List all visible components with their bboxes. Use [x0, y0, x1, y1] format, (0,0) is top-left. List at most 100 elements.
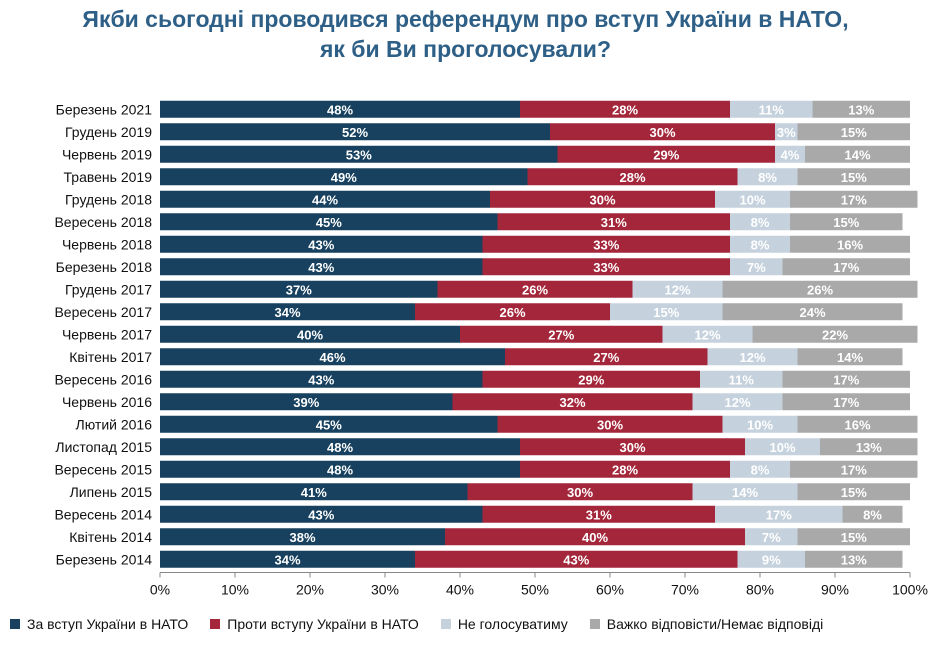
bar-hard-to-say — [797, 415, 918, 433]
data-label-hard-to-say: 13% — [841, 552, 867, 567]
bar-for — [160, 348, 505, 366]
bar-wont-vote — [745, 438, 820, 456]
bar-for — [160, 370, 483, 388]
bar-against — [482, 235, 730, 253]
data-label-hard-to-say: 15% — [841, 530, 867, 545]
data-label-for: 48% — [327, 440, 353, 455]
data-label-hard-to-say: 17% — [833, 372, 859, 387]
bar-hard-to-say — [820, 438, 918, 456]
bar-wont-vote — [730, 213, 790, 231]
bar-wont-vote — [775, 123, 798, 141]
data-label-hard-to-say: 15% — [841, 170, 867, 185]
bar-for — [160, 528, 445, 546]
x-tick-label: 0% — [150, 582, 170, 598]
bar-against — [550, 123, 775, 141]
bar-wont-vote — [775, 145, 805, 163]
category-label: Грудень 2019 — [65, 124, 152, 140]
category-label: Вересень 2015 — [54, 461, 152, 477]
bar-for — [160, 550, 415, 568]
bar-hard-to-say — [805, 550, 903, 568]
data-label-wont-vote: 8% — [751, 462, 770, 477]
bar-against — [557, 145, 775, 163]
data-label-against: 28% — [612, 462, 638, 477]
category-label: Квітень 2014 — [69, 529, 152, 545]
bar-hard-to-say — [797, 348, 903, 366]
x-tick-label: 90% — [821, 582, 849, 598]
x-tick-label: 30% — [371, 582, 399, 598]
bar-for — [160, 505, 483, 523]
bar-for — [160, 415, 498, 433]
data-label-hard-to-say: 16% — [837, 237, 863, 252]
x-tick-label: 100% — [892, 582, 928, 598]
data-label-wont-vote: 12% — [664, 282, 690, 297]
bar-wont-vote — [707, 348, 798, 366]
x-tick-label: 50% — [521, 582, 549, 598]
data-label-wont-vote: 10% — [747, 417, 773, 432]
bar-wont-vote — [692, 483, 798, 501]
data-label-wont-vote: 10% — [769, 440, 795, 455]
data-label-wont-vote: 15% — [653, 305, 679, 320]
data-label-wont-vote: 9% — [762, 552, 781, 567]
data-label-for: 39% — [293, 395, 319, 410]
data-label-for: 46% — [319, 350, 345, 365]
data-label-hard-to-say: 15% — [833, 215, 859, 230]
bar-for — [160, 100, 520, 118]
category-label: Квітень 2017 — [69, 349, 152, 365]
data-label-hard-to-say: 15% — [841, 125, 867, 140]
data-label-for: 43% — [308, 260, 334, 275]
bar-hard-to-say — [782, 393, 910, 411]
bar-for — [160, 145, 558, 163]
bar-wont-vote — [737, 550, 805, 568]
bar-against — [490, 190, 715, 208]
bar-against — [497, 213, 730, 231]
data-label-wont-vote: 8% — [758, 170, 777, 185]
data-label-hard-to-say: 26% — [807, 282, 833, 297]
bar-for — [160, 168, 528, 186]
bar-against — [520, 100, 730, 118]
category-label: Лютий 2016 — [76, 416, 153, 432]
bar-wont-vote — [730, 235, 790, 253]
bar-hard-to-say — [790, 213, 903, 231]
bar-wont-vote — [610, 303, 723, 321]
data-label-against: 29% — [578, 372, 604, 387]
x-tick-label: 20% — [296, 582, 324, 598]
bar-hard-to-say — [790, 235, 910, 253]
data-label-for: 37% — [286, 282, 312, 297]
data-label-hard-to-say: 13% — [848, 102, 874, 117]
data-label-wont-vote: 4% — [781, 147, 800, 162]
bar-wont-vote — [715, 505, 843, 523]
data-label-wont-vote: 14% — [732, 485, 758, 500]
data-label-against: 27% — [548, 327, 574, 342]
bar-against — [527, 168, 738, 186]
data-label-wont-vote: 12% — [694, 327, 720, 342]
bar-hard-to-say — [797, 123, 910, 141]
category-label: Грудень 2017 — [65, 281, 152, 297]
data-label-wont-vote: 11% — [729, 372, 755, 387]
bar-against — [415, 303, 610, 321]
data-label-hard-to-say: 13% — [856, 440, 882, 455]
data-label-against: 29% — [653, 147, 679, 162]
bar-wont-vote — [745, 528, 798, 546]
bar-hard-to-say — [790, 460, 918, 478]
data-label-hard-to-say: 14% — [837, 350, 863, 365]
bar-wont-vote — [730, 460, 790, 478]
data-label-against: 31% — [586, 507, 612, 522]
data-label-against: 26% — [522, 282, 548, 297]
bar-against — [520, 460, 730, 478]
legend-item-against: Проти вступу України в НАТО — [210, 616, 419, 632]
category-label: Березень 2014 — [56, 551, 153, 567]
category-label: Червень 2019 — [62, 146, 152, 162]
category-label: Вересень 2017 — [54, 304, 152, 320]
category-label: Грудень 2018 — [65, 191, 152, 207]
bar-for — [160, 460, 520, 478]
bar-against — [452, 393, 693, 411]
data-label-hard-to-say: 24% — [799, 305, 825, 320]
legend-item-for: За вступ України в НАТО — [10, 616, 188, 632]
data-label-against: 30% — [567, 485, 593, 500]
data-label-for: 34% — [274, 305, 300, 320]
category-label: Червень 2016 — [62, 394, 152, 410]
category-label: Вересень 2014 — [54, 506, 152, 522]
data-label-against: 31% — [601, 215, 627, 230]
bar-for — [160, 303, 415, 321]
data-label-against: 30% — [649, 125, 675, 140]
